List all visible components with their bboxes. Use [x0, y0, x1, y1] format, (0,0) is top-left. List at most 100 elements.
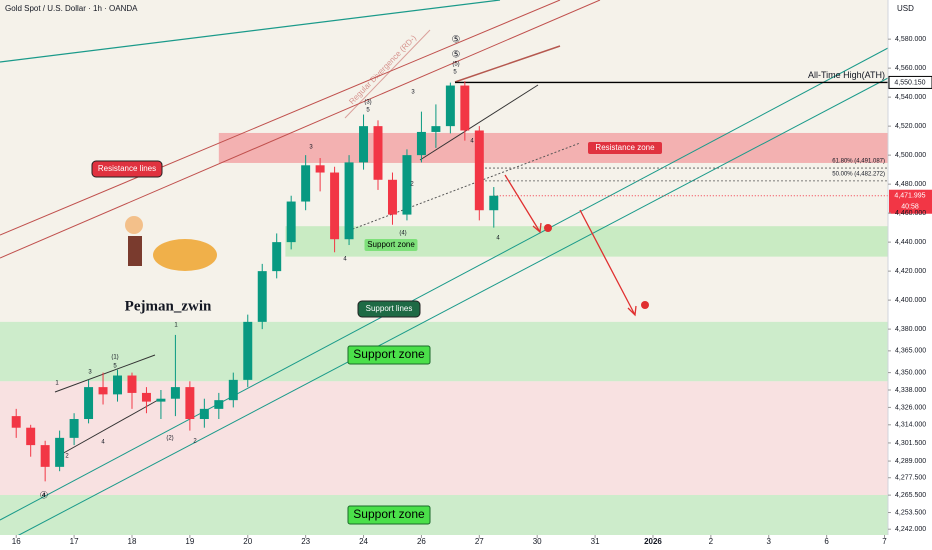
y-tick-label: 4,301.500 — [895, 440, 926, 447]
y-tick-label: 4,400.000 — [895, 297, 926, 304]
mascot — [125, 216, 217, 271]
y-tick-label: 4,289.000 — [895, 458, 926, 465]
target-icon — [544, 224, 552, 232]
candle-body — [416, 131, 426, 156]
candle-body — [445, 85, 455, 127]
zone-label-box — [588, 142, 662, 154]
wave-label: 3 — [411, 90, 415, 96]
candles — [11, 81, 499, 482]
countdown: 40:58 — [901, 204, 919, 211]
wedge-line — [419, 84, 539, 161]
resistance-line — [0, 0, 561, 236]
wave-label: (1) — [111, 355, 118, 361]
wedge-line — [454, 45, 561, 83]
zone-label: Support zone — [353, 347, 425, 361]
wave-label: 1 — [55, 381, 59, 387]
levels: All-Time High(ATH) 61.80% (4,491.087) 50.0… — [455, 70, 888, 197]
wave-label: (5) — [452, 62, 459, 68]
candle-body — [26, 427, 36, 446]
zone-label: Support zone — [367, 240, 415, 249]
channel-line — [0, 77, 889, 546]
candle-body — [257, 271, 267, 322]
candle-body — [489, 195, 499, 211]
y-tick-label: 4,540.000 — [895, 94, 926, 101]
level-label: All-Time High(ATH) — [808, 70, 885, 80]
y-tick-label: 4,277.500 — [895, 475, 926, 482]
author: Pejman_zwin — [125, 298, 212, 314]
x-axis-panel — [0, 535, 888, 550]
x-tick-label: 2 — [709, 537, 714, 546]
channel-line — [0, 47, 889, 521]
x-tick-label: 19 — [185, 537, 194, 546]
x-tick-label: 3 — [767, 537, 772, 546]
price-tag — [889, 189, 932, 214]
x-tick-label: 18 — [128, 537, 137, 546]
target-icon — [641, 301, 649, 309]
annotation-box — [357, 300, 421, 318]
zone-label: Resistance zone — [595, 143, 655, 152]
x-tick-label: 27 — [475, 537, 484, 546]
candle-body — [185, 387, 195, 420]
candle-body — [301, 165, 311, 202]
y-tick-label: 4,242.000 — [895, 526, 926, 533]
wave-label: 4 — [496, 236, 500, 242]
wave-label: 4 — [343, 257, 347, 263]
wave-label: 3 — [309, 145, 313, 151]
zone — [0, 494, 888, 535]
y-tick-label: 4,265.500 — [895, 492, 926, 499]
x-tick-label: 7 — [882, 537, 887, 546]
zone-label-box — [364, 239, 418, 251]
y-tick-label: 4,460.000 — [895, 210, 926, 217]
wave-label: 5 — [366, 108, 370, 114]
x-tick-label: 26 — [417, 537, 426, 546]
candle-body — [84, 387, 94, 420]
candle-body — [214, 400, 224, 409]
candle-body — [243, 321, 253, 380]
x-tick-label: 2026 — [644, 537, 662, 546]
candle-body — [474, 130, 484, 211]
y-tick-label: 4,580.000 — [895, 36, 926, 43]
candle-body — [127, 375, 137, 393]
wave-label: 4 — [470, 139, 474, 145]
candle-body — [315, 165, 325, 173]
candle-body — [69, 419, 79, 438]
wave-label: 1 — [174, 323, 178, 329]
wave-label: (2) — [166, 436, 173, 442]
candle-body — [359, 126, 369, 163]
candle-body — [387, 179, 397, 215]
zones — [0, 132, 889, 535]
candle-body — [113, 375, 122, 395]
zone — [0, 321, 888, 382]
zone — [0, 381, 888, 495]
y-tick-label: 4,500.000 — [895, 152, 926, 159]
last-price-label: 4,471.995 — [894, 193, 925, 200]
wave-label: ④ — [40, 491, 49, 502]
y-tick-label: 4,350.000 — [895, 369, 926, 376]
y-tick-label: 4,560.000 — [895, 65, 926, 72]
x-tick-label: 17 — [70, 537, 79, 546]
support-trend-line — [344, 142, 581, 233]
y-tick-label: 4,314.000 — [895, 422, 926, 429]
wave-label: 2 — [65, 454, 69, 460]
candle-body — [170, 387, 180, 399]
wave-label: 5 — [453, 70, 457, 76]
projection-arrow — [504, 174, 637, 317]
candle-body — [431, 126, 441, 132]
candle-body — [286, 201, 296, 243]
zone-label-box — [347, 505, 431, 525]
annotation-box — [91, 160, 163, 178]
y-tick-label: 4,253.500 — [895, 509, 926, 516]
y-tick-label: 4,480.000 — [895, 181, 926, 188]
chart-title: Gold Spot / U.S. Dollar · 1h · OANDA — [5, 4, 138, 13]
annotation: Resistance lines — [98, 164, 156, 173]
y-tick-label: 4,380.000 — [895, 326, 926, 333]
zone-label: Support zone — [353, 507, 425, 521]
currency: USD — [897, 4, 914, 13]
wave-label: 2 — [410, 182, 414, 188]
candle-body — [98, 387, 108, 395]
trend-lines — [0, 0, 889, 546]
candle-body — [11, 416, 21, 428]
x-tick-label: 6 — [824, 537, 829, 546]
candle-body — [272, 242, 282, 272]
wave-label: ⑤ — [452, 35, 461, 46]
